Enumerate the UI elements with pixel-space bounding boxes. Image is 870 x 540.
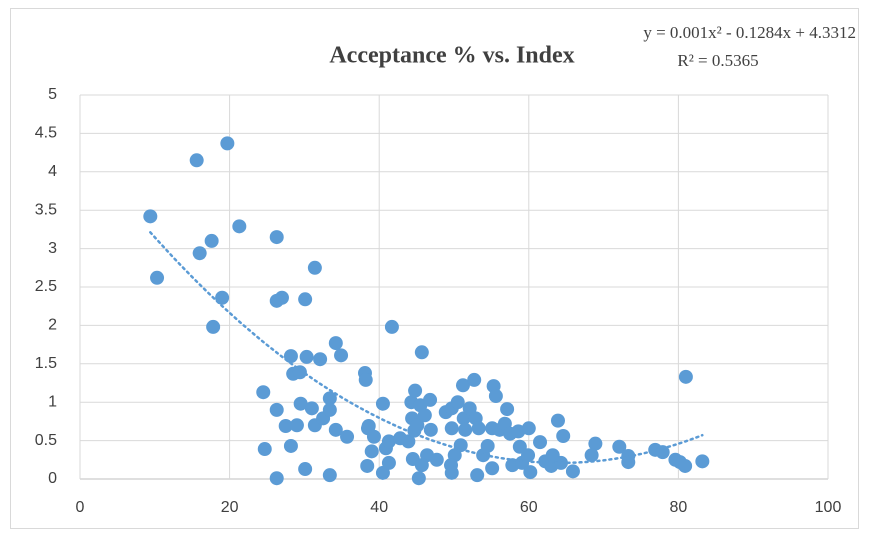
data-point [695, 454, 710, 469]
data-point [384, 319, 399, 334]
y-tick-label: 1 [48, 393, 57, 410]
data-point [220, 136, 235, 151]
data-point [414, 345, 429, 360]
y-tick-label: 0 [48, 470, 57, 487]
data-point [334, 348, 349, 363]
data-point [340, 429, 355, 444]
data-point [204, 233, 219, 248]
data-point [533, 435, 548, 450]
data-point [232, 219, 247, 234]
y-tick-label: 3.5 [35, 201, 57, 218]
data-point [322, 391, 337, 406]
data-point [289, 418, 304, 433]
y-tick-label: 2 [48, 317, 57, 334]
data-point [364, 444, 379, 459]
data-point [381, 434, 396, 449]
data-point [444, 421, 459, 436]
trendline-r-squared: R² = 0.5365 [677, 51, 758, 70]
data-point [467, 372, 482, 387]
data-point [655, 445, 670, 460]
data-point [360, 458, 375, 473]
data-point [401, 434, 416, 449]
data-point [458, 422, 473, 437]
x-tick-label: 40 [370, 499, 388, 516]
data-point [150, 270, 165, 285]
data-point [455, 378, 470, 393]
data-point [143, 209, 158, 224]
data-point [450, 395, 465, 410]
data-point [278, 419, 293, 434]
data-point [322, 468, 337, 483]
data-point [269, 402, 284, 417]
data-point [313, 352, 328, 367]
y-tick-label: 3 [48, 240, 57, 257]
x-tick-label: 0 [76, 499, 85, 516]
data-point [322, 402, 337, 417]
data-point [556, 428, 571, 443]
x-tick-label: 80 [670, 499, 688, 516]
chart-title: Acceptance % vs. Index [329, 43, 574, 69]
data-point [410, 418, 425, 433]
data-point [328, 422, 343, 437]
y-tick-label: 1.5 [35, 355, 57, 372]
data-point [293, 396, 308, 411]
data-point [411, 471, 426, 486]
data-point [612, 439, 627, 454]
data-point [488, 389, 503, 404]
data-point [408, 383, 423, 398]
data-point [678, 458, 693, 473]
chart-frame [10, 8, 859, 529]
data-point [565, 464, 580, 479]
data-point [471, 421, 486, 436]
data-point [381, 455, 396, 470]
data-point [206, 319, 221, 334]
data-point [299, 349, 314, 364]
data-point [584, 448, 599, 463]
data-point [480, 438, 495, 453]
data-point [257, 442, 272, 457]
y-tick-label: 2.5 [35, 278, 57, 295]
x-tick-label: 20 [221, 499, 239, 516]
data-point [444, 465, 459, 480]
data-point [375, 396, 390, 411]
data-point [269, 230, 284, 245]
data-point [358, 372, 373, 387]
data-point [189, 153, 204, 168]
trendline [149, 231, 704, 465]
x-tick-label: 100 [815, 499, 842, 516]
data-point [485, 461, 500, 476]
data-point [366, 429, 381, 444]
y-tick-label: 4.5 [35, 125, 57, 142]
data-point [283, 438, 298, 453]
data-point [328, 336, 343, 351]
data-point [256, 385, 271, 400]
data-point [423, 392, 438, 407]
data-point [269, 471, 284, 486]
data-point [588, 436, 603, 451]
data-point [269, 293, 284, 308]
data-point [550, 413, 565, 428]
data-point [521, 421, 536, 436]
y-tick-label: 5 [48, 86, 57, 103]
data-point [298, 292, 313, 307]
data-point [429, 452, 444, 467]
data-point [304, 401, 319, 416]
data-point [307, 260, 322, 275]
data-point [423, 422, 438, 437]
data-point [678, 369, 693, 384]
data-point [192, 246, 207, 261]
y-tick-label: 4 [48, 163, 57, 180]
data-point [417, 408, 432, 423]
y-tick-label: 0.5 [35, 432, 57, 449]
data-point [521, 448, 536, 463]
data-point [361, 419, 376, 434]
data-point [298, 462, 313, 477]
data-point [414, 458, 429, 473]
data-point [500, 402, 515, 417]
trendline-equation: y = 0.001x² - 0.1284x + 4.3312 [643, 23, 856, 42]
x-tick-label: 60 [520, 499, 538, 516]
data-point [470, 468, 485, 483]
data-point [523, 465, 538, 480]
